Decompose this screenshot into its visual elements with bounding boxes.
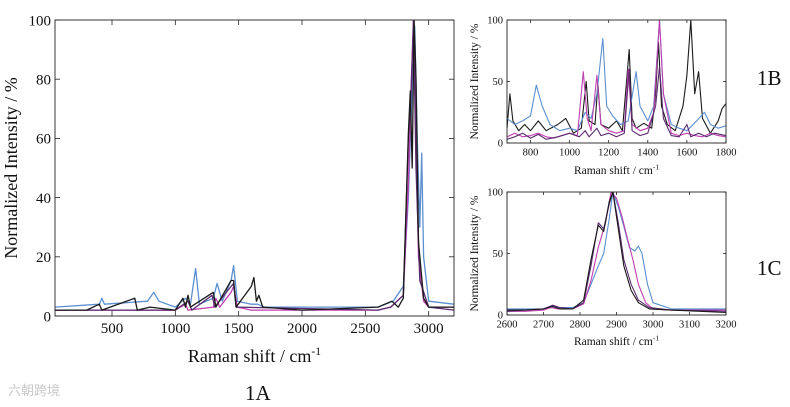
x-axis-label: Raman shift / cm-1 bbox=[574, 162, 659, 177]
series-line-magenta bbox=[507, 20, 726, 139]
x-tick-label: 1000 bbox=[160, 321, 190, 337]
y-tick-label: 50 bbox=[493, 77, 504, 88]
y-tick-label: 0 bbox=[498, 139, 503, 150]
series-line-magenta bbox=[55, 20, 454, 311]
series-line-black bbox=[507, 20, 726, 134]
x-tick-label: 2700 bbox=[533, 320, 554, 331]
y-axis-label: Normalized Intensity / % bbox=[469, 23, 481, 139]
x-tick-label: 1800 bbox=[716, 148, 737, 159]
panel-label-1c: 1C bbox=[757, 256, 782, 280]
y-tick-label: 20 bbox=[36, 250, 51, 266]
y-tick-label: 50 bbox=[493, 249, 504, 260]
chart-1a: 500 1000 1500 2000 2500 3000 0 20 40 60 80 100 Raman… bbox=[1, 13, 455, 366]
x-tick-label: 3000 bbox=[414, 321, 444, 337]
series-line-blue bbox=[55, 25, 454, 308]
panel-label-1b: 1B bbox=[757, 66, 782, 90]
y-tick-label: 0 bbox=[498, 311, 503, 322]
x-tick-label: 3100 bbox=[679, 320, 700, 331]
y-tick-label: 0 bbox=[44, 309, 52, 325]
y-axis-label: Normalized Intensity / % bbox=[469, 195, 481, 311]
series-line-purple bbox=[507, 192, 726, 312]
chart-1c: 2600 2700 2800 2900 3000 3100 3200 0 50 100 Raman … bbox=[469, 188, 737, 348]
x-tick-label: 2900 bbox=[606, 320, 627, 331]
y-tick-label: 100 bbox=[29, 13, 52, 29]
y-tick-label: 40 bbox=[36, 191, 51, 207]
series-line-purple bbox=[55, 20, 454, 311]
x-axis-label: Raman shift / cm-1 bbox=[574, 333, 659, 348]
x-tick-label: 1400 bbox=[637, 148, 658, 159]
x-tick-label: 2000 bbox=[287, 321, 317, 337]
panel-label-1a: 1A bbox=[245, 381, 271, 405]
y-axis-label: Normalized Intensity / % bbox=[1, 77, 21, 258]
series-line-black bbox=[507, 192, 726, 314]
x-tick-label: 1600 bbox=[676, 148, 697, 159]
x-tick-label: 1000 bbox=[559, 148, 580, 159]
watermark: 六朝跨境 bbox=[8, 383, 61, 398]
x-tick-label: 2800 bbox=[570, 320, 591, 331]
plot-frame bbox=[54, 19, 455, 317]
series-line-black bbox=[55, 20, 454, 311]
x-tick-label: 2600 bbox=[497, 320, 518, 331]
x-tick-label: 2500 bbox=[350, 321, 380, 337]
x-tick-label: 3000 bbox=[643, 320, 664, 331]
x-tick-label: 1500 bbox=[224, 321, 254, 337]
x-tick-label: 800 bbox=[523, 148, 539, 159]
y-tick-label: 60 bbox=[36, 132, 51, 148]
x-tick-label: 500 bbox=[101, 321, 124, 337]
x-axis-label: Raman shift / cm-1 bbox=[188, 345, 321, 366]
series-line-blue bbox=[507, 20, 726, 132]
y-tick-label: 80 bbox=[36, 72, 51, 88]
x-tick-label: 3200 bbox=[716, 320, 737, 331]
y-tick-label: 100 bbox=[487, 16, 503, 27]
series-line-purple bbox=[507, 66, 726, 140]
chart-1b: 800 1000 1200 1400 1600 1800 0 50 100 Raman shift… bbox=[469, 16, 737, 177]
x-tick-label: 1200 bbox=[598, 148, 619, 159]
y-tick-label: 100 bbox=[487, 188, 503, 199]
